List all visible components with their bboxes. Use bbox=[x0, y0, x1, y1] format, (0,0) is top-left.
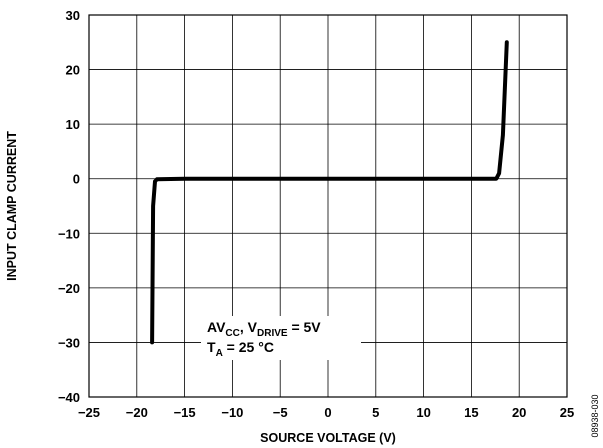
y-tick-label: 0 bbox=[73, 172, 80, 187]
annotation-line-1: AVCC, VDRIVE = 5V bbox=[207, 319, 321, 339]
y-axis-tick-labels: 30 20 10 0 −10 −20 −30 −40 bbox=[58, 8, 80, 405]
x-axis-title: SOURCE VOLTAGE (V) bbox=[260, 431, 396, 445]
y-tick-label: 30 bbox=[66, 8, 80, 23]
figure-id: 08938-030 bbox=[590, 394, 600, 437]
annotation-line-2: TA = 25 °C bbox=[207, 339, 274, 359]
x-tick-label: −10 bbox=[221, 405, 243, 420]
annotation-background bbox=[201, 316, 361, 360]
x-tick-label: 20 bbox=[512, 405, 526, 420]
plot-frame bbox=[88, 14, 568, 398]
y-tick-label: 20 bbox=[66, 63, 80, 78]
x-tick-label: 5 bbox=[372, 405, 379, 420]
x-tick-label: −5 bbox=[273, 405, 288, 420]
x-tick-label: 15 bbox=[464, 405, 478, 420]
y-tick-label: −10 bbox=[58, 226, 80, 241]
x-tick-label: −20 bbox=[126, 405, 148, 420]
y-tick-label: −30 bbox=[58, 335, 80, 350]
x-axis-tick-labels: −25 −20 −15 −10 −5 0 5 10 15 20 25 bbox=[78, 405, 574, 420]
series-line bbox=[150, 40, 509, 345]
x-tick-label: 25 bbox=[560, 405, 574, 420]
x-tick-label: −25 bbox=[78, 405, 100, 420]
x-tick-label: −15 bbox=[174, 405, 196, 420]
y-tick-label: −40 bbox=[58, 390, 80, 405]
y-tick-label: 10 bbox=[66, 117, 80, 132]
x-tick-label: 0 bbox=[324, 405, 331, 420]
x-tick-label: 10 bbox=[416, 405, 430, 420]
y-tick-label: −20 bbox=[58, 281, 80, 296]
y-axis-title: INPUT CLAMP CURRENT bbox=[5, 131, 19, 281]
